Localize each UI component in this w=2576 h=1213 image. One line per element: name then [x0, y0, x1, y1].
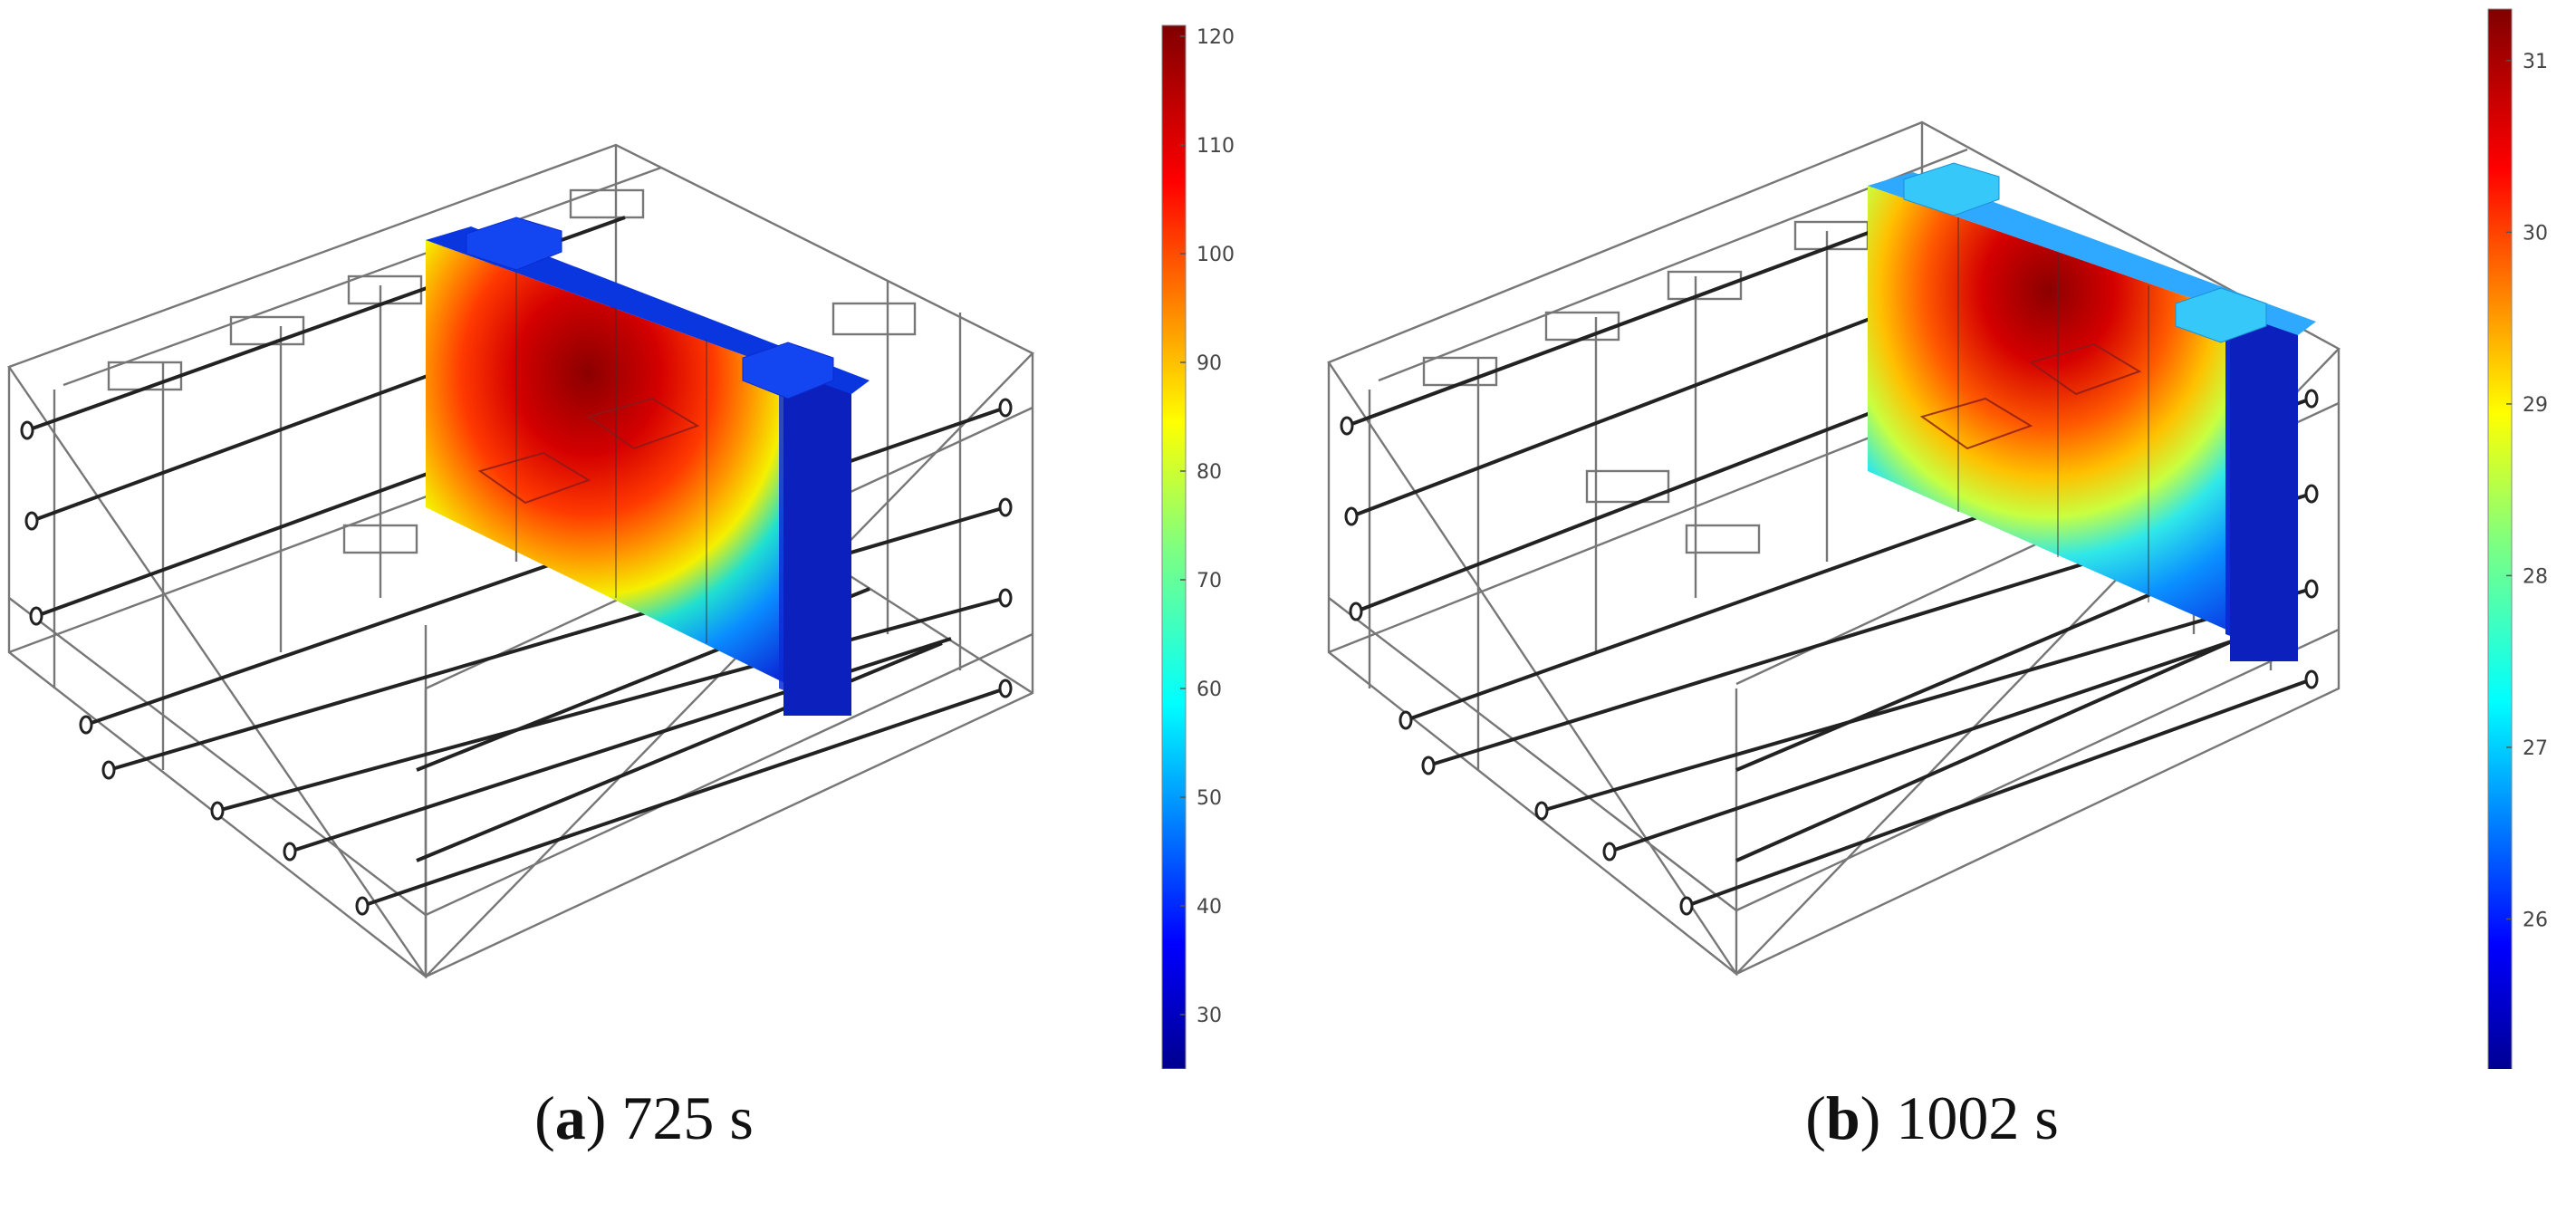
colorbar-b-ticks: 26 27 28 29 30 31	[2506, 51, 2548, 931]
rods-a	[26, 216, 1006, 908]
enclosure-wireframe-a	[7, 143, 1035, 979]
caption-b: (b) 1002 s	[1805, 1083, 2059, 1152]
colorbar-b: 26 27 28 29 30 31	[2487, 8, 2548, 1069]
simulation-view-a: 30 40 50 60 70 80 90 100 110 120	[7, 24, 1235, 1069]
colorbar-tick-label: 100	[1197, 244, 1235, 266]
colorbar-tick-label: 29	[2523, 394, 2548, 417]
colorbar-a: 30 40 50 60 70 80 90 100 110 120	[1161, 24, 1235, 1069]
colorbar-a-ticks: 30 40 50 60 70 80 90 100 110 120	[1180, 26, 1235, 1027]
heated-cell-b	[1868, 162, 2316, 661]
colorbar-tick-label: 50	[1197, 787, 1222, 810]
heated-cell-a	[426, 217, 870, 716]
colorbar-tick-label: 31	[2523, 51, 2548, 73]
panel-a: 30 40 50 60 70 80 90 100 110 120 (a) 725 s	[7, 24, 1235, 1152]
colorbar-tick-label: 70	[1197, 570, 1222, 592]
colorbar-tick-label: 60	[1197, 679, 1222, 701]
colorbar-tick-label: 80	[1197, 461, 1222, 484]
colorbar-tick-label: 26	[2523, 909, 2548, 931]
colorbar-tick-label: 30	[2523, 222, 2548, 245]
simulation-view-b: 26 27 28 29 30 31	[1327, 8, 2548, 1069]
caption-a: (a) 725 s	[534, 1083, 754, 1152]
colorbar-tick-label: 110	[1197, 135, 1235, 158]
panel-b: 26 27 28 29 30 31 (b) 1002 s	[1288, 0, 2576, 1213]
colorbar-tick-label: 120	[1197, 26, 1235, 49]
colorbar-tick-label: 27	[2523, 737, 2548, 760]
colorbar-tick-label: 90	[1197, 352, 1222, 375]
colorbar-tick-label: 40	[1197, 896, 1222, 919]
colorbar-tick-label: 30	[1197, 1005, 1222, 1027]
colorbar-tick-label: 28	[2523, 565, 2548, 588]
